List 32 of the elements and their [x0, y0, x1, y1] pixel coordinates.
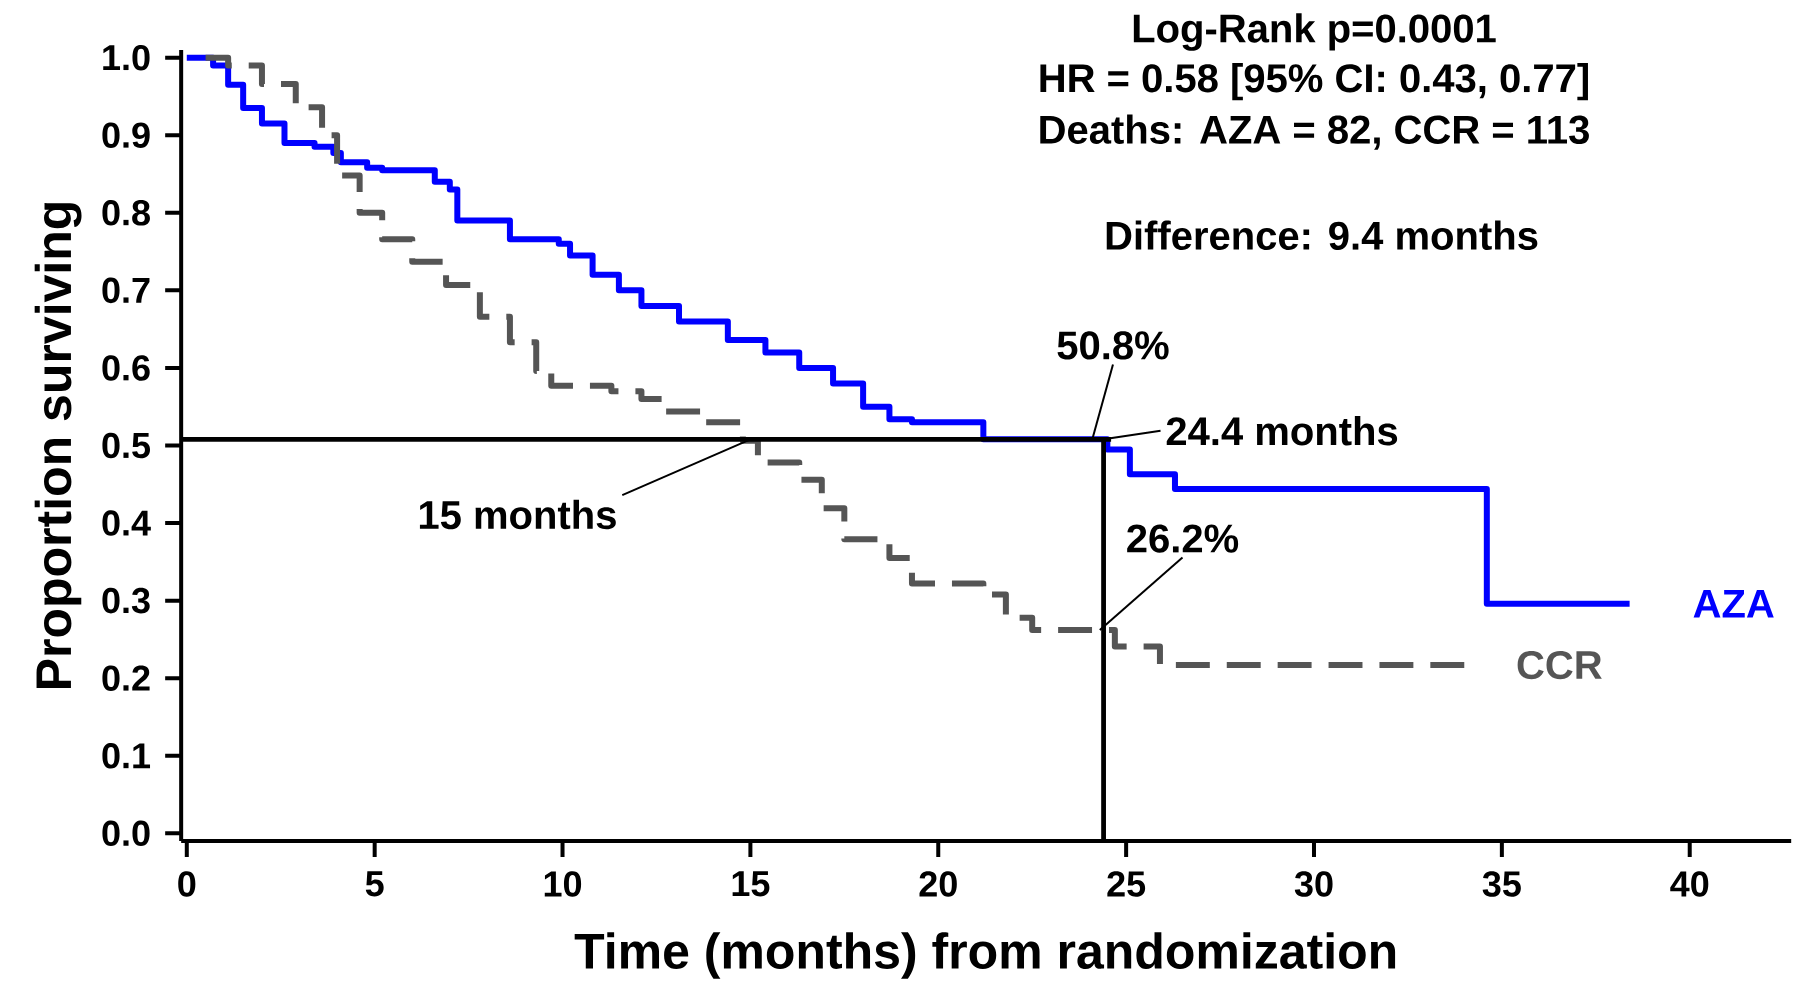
annotation: HR = 0.58 [95% CI: 0.43, 0.77] — [1040, 62, 1588, 101]
x-tick-label: 30 — [1294, 871, 1333, 897]
annotation: 50.8% — [1057, 331, 1169, 360]
x-tick-label: 35 — [1482, 871, 1521, 897]
y-tick-label: 0.4 — [102, 510, 151, 536]
annotation: Difference: 9.4 months — [1106, 220, 1538, 250]
y-tick-label: 0.7 — [102, 277, 150, 304]
annotation: Log-Rank p=0.0001 — [1133, 13, 1496, 51]
series-label: AZA — [1693, 589, 1774, 618]
y-tick-label: 0.8 — [102, 199, 150, 226]
annotation: Deaths: AZA = 82, CCR = 113 — [1040, 114, 1589, 150]
x-tick-label: 40 — [1670, 871, 1709, 897]
x-axis-title: Time (months) from randomization — [574, 932, 1396, 979]
annotation: 26.2% — [1127, 524, 1239, 553]
x-tick-label: 20 — [919, 871, 957, 897]
y-tick-label: 0.2 — [102, 665, 150, 691]
y-tick-label: 0.5 — [102, 432, 151, 459]
y-tick-label: 0.1 — [102, 742, 151, 769]
x-tick-label: 0 — [178, 871, 196, 897]
y-tick-label: 0.9 — [102, 122, 150, 148]
y-axis-title: Proportion surviving — [34, 202, 82, 688]
x-tick-label: 25 — [1107, 871, 1146, 897]
annotation: 15 months — [419, 499, 616, 530]
y-tick-label: 0.6 — [102, 355, 150, 381]
y-tick-label: 0.3 — [102, 587, 150, 614]
annotation: 24.4 months — [1166, 415, 1398, 446]
series-label: CCR — [1517, 650, 1602, 680]
x-tick-label: 5 — [365, 871, 384, 897]
y-tick-label: 0.0 — [102, 820, 150, 847]
x-tick-label: 15 — [732, 871, 770, 897]
x-tick-label: 10 — [544, 871, 582, 897]
y-tick-label: 1.0 — [103, 44, 150, 71]
